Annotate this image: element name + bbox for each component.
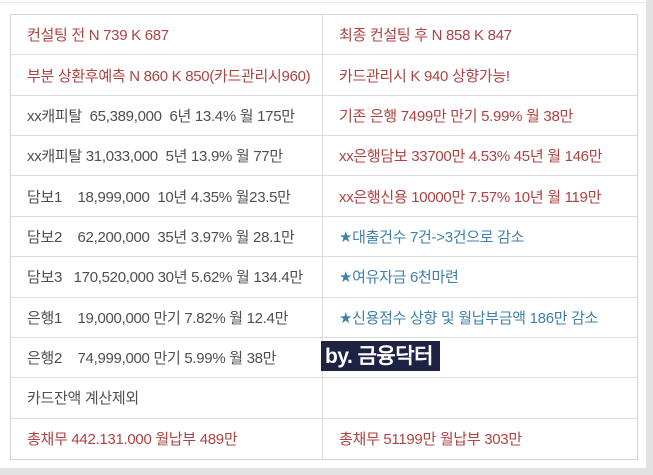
cell-before-consulting: 부분 상환후예측 N 860 K 850(카드관리시960) <box>11 55 323 96</box>
page-bottom-edge <box>0 468 653 475</box>
cell-before-consulting: 은행1 19,000,000 만기 7.82% 월 12.4만 <box>11 297 323 338</box>
page-right-edge <box>646 0 653 475</box>
cell-after-consulting: ★신용점수 상향 및 월납부금액 186만 감소 <box>323 298 637 338</box>
cell-after-consulting <box>323 338 637 379</box>
cell-before-consulting: 컨설팅 전 N 739 K 687 <box>11 15 323 56</box>
cell-after-consulting: ★여유자금 6천마련 <box>323 257 637 298</box>
cell-after-consulting: 최종 컨설팅 후 N 858 K 847 <box>323 15 637 56</box>
cell-after-consulting: 총채무 51199만 월납부 303만 <box>339 431 522 449</box>
consulting-comparison-table: 컨설팅 전 N 739 K 687 최종 컨설팅 후 N 858 K 847 부분 … <box>10 14 638 460</box>
cell-before-consulting: xx캐피탈 31,033,000 5년 13.9% 월 77만 <box>11 136 323 177</box>
cell-after-consulting: 카드관리시 K 940 상향가능! <box>323 55 637 96</box>
cell-after-consulting: 기존 은행 7499만 만기 5.99% 월 38만 <box>323 96 637 137</box>
page-top-divider <box>0 2 653 3</box>
cell-after-consulting: xx은행담보 33700만 4.53% 45년 월 146만 <box>323 136 637 177</box>
watermark-badge: by. 금융닥터 <box>321 341 440 371</box>
cell-before-consulting: 담보2 62,200,000 35년 3.97% 월 28.1만 <box>11 216 323 258</box>
cell-before-consulting: 카드잔액 계산제외 <box>11 378 323 419</box>
cell-before-consulting: 담보1 18,999,000 10년 4.35% 월23.5만 <box>11 176 323 217</box>
cell-before-consulting: xx캐피탈 65,389,000 6년 13.4% 월 175만 <box>11 95 323 137</box>
cell-after-consulting <box>323 378 637 419</box>
cell-before-consulting: 총채무 442.131.000 월납부 489만 <box>11 418 323 459</box>
cell-before-consulting: 담보3 170,520,000 30년 5.62% 월 134.4만 <box>11 257 323 298</box>
watermark-text: by. 금융닥터 <box>325 345 433 368</box>
cell-after-consulting: xx은행신용 10000만 7.57% 10년 월 119만 <box>323 176 637 217</box>
cell-after-consulting: ★대출건수 7건->3건으로 감소 <box>323 217 637 258</box>
cell-before-consulting: 은행2 74,999,000 만기 5.99% 월 38만 <box>11 337 323 379</box>
